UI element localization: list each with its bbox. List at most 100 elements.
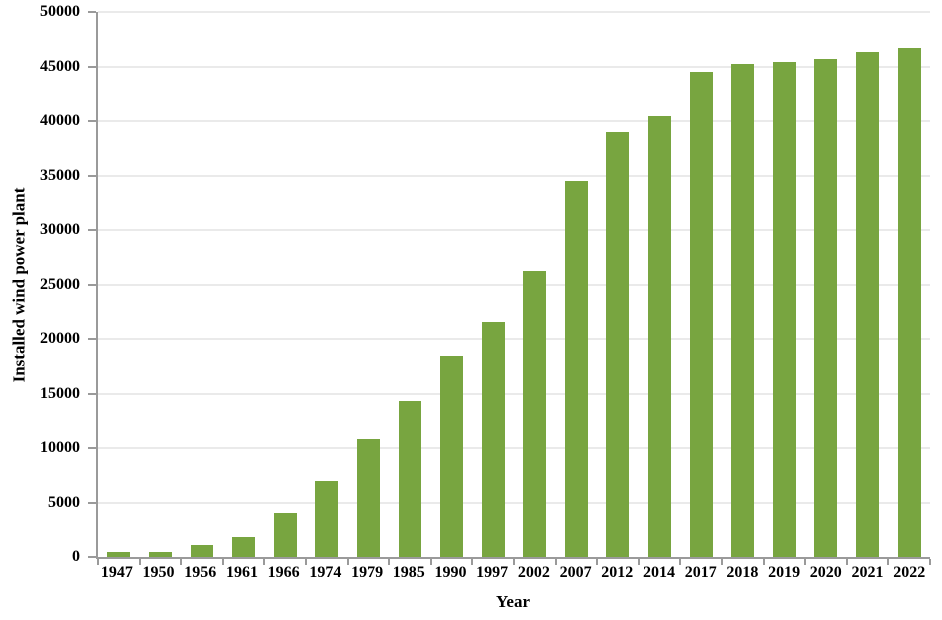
x-tick-mark [513,559,515,565]
x-tick-mark [554,559,557,565]
x-tick-label: 1997 [476,564,509,581]
x-tick-label: 2019 [768,564,801,581]
x-tick-label: 2021 [851,564,884,581]
bar-column [140,12,182,557]
bar-column [98,12,140,557]
bar-column [514,12,556,557]
y-tick-label: 40000 [40,112,80,129]
bar [440,356,463,557]
bar-column [556,12,598,557]
x-tick-mark [804,559,807,565]
x-tick-label: 1966 [267,564,300,581]
x-tick-mark [845,559,848,565]
bar-column [181,12,223,557]
bar [772,62,796,557]
bar-column [264,12,306,557]
x-tick-label: 1985 [392,564,425,581]
x-tick-label: 1979 [351,564,384,581]
x-tick-label: 2007 [559,564,592,581]
x-tick-label: 2014 [642,564,675,581]
x-tick-mark [263,559,266,565]
x-tick-mark [429,559,432,565]
bar [190,545,214,557]
y-tick-mark [88,501,96,504]
bar [523,271,547,557]
bar-column [805,12,847,557]
bar [481,321,505,557]
y-tick-mark [88,174,96,177]
x-tick-mark [471,559,474,565]
bar [315,480,339,557]
y-tick-mark [88,447,96,449]
y-axis-labels: 0 5000 10000 15000 20000 25000 30000 35000 40000… [0,4,80,565]
x-tick-mark [596,559,599,565]
bar [398,401,422,557]
bar-column [888,12,930,557]
bar-column [472,12,514,557]
bar [107,551,131,557]
y-tick-label: 20000 [40,330,80,347]
bar-column [680,12,722,557]
bar-column [348,12,390,557]
bar [273,513,297,557]
x-tick-label: 1974 [309,564,342,581]
x-axis-title: Year [96,592,930,612]
bar-column [223,12,265,557]
bar-column [847,12,889,557]
x-tick-mark [887,559,890,565]
bar-column [722,12,764,557]
y-tick-label: 50000 [40,3,80,20]
x-tick-mark [637,559,640,565]
y-tick-mark [88,338,96,340]
x-axis-labels: 1947 1950 1956 1961 1966 1974 1979 1985 1990 1997… [96,563,930,582]
x-tick-label: 1947 [100,564,133,581]
plot-area [88,11,931,565]
x-tick-label: 2017 [684,564,717,581]
x-axis-title-text: Year [496,592,530,611]
bar [689,71,713,557]
x-tick-label: 1950 [142,564,175,581]
y-tick-mark [88,283,96,286]
bar-column [306,12,348,557]
x-tick-label: 2022 [893,564,926,581]
y-tick-mark [88,229,96,231]
x-tick-label: 2002 [517,564,550,581]
x-tick-mark [97,559,99,565]
bar [648,115,671,557]
y-tick-mark [88,120,96,122]
y-tick-label: 15000 [40,384,80,402]
x-tick-mark [221,559,224,565]
x-tick-mark [929,559,931,565]
y-tick-label: 25000 [40,275,80,293]
bar-column [597,12,639,557]
x-tick-label: 2020 [809,564,842,581]
y-tick-label: 10000 [40,439,80,456]
bar [897,47,921,557]
y-tick-label: 0 [72,548,80,565]
bar-column [639,12,681,557]
x-tick-label: 1956 [184,564,217,581]
x-tick-mark [388,559,391,565]
y-tick-label: 45000 [40,57,80,75]
y-tick-label: 30000 [40,221,80,238]
x-tick-label: 2018 [726,564,759,581]
bar [606,131,630,557]
y-tick-label: 5000 [48,493,80,511]
bar-column [431,12,473,557]
bar [564,180,588,557]
x-tick-mark [138,559,141,565]
bar [232,537,256,557]
x-tick-mark [180,559,183,565]
y-tick-label: 35000 [40,166,80,184]
bar [814,58,838,557]
y-tick-mark [88,65,96,68]
bar [731,64,755,557]
bar-column [389,12,431,557]
bar [148,551,172,557]
y-tick-mark [88,11,96,13]
x-tick-mark [346,559,349,565]
x-tick-mark [679,559,682,565]
x-tick-mark [305,559,307,565]
y-tick-mark [88,392,96,395]
